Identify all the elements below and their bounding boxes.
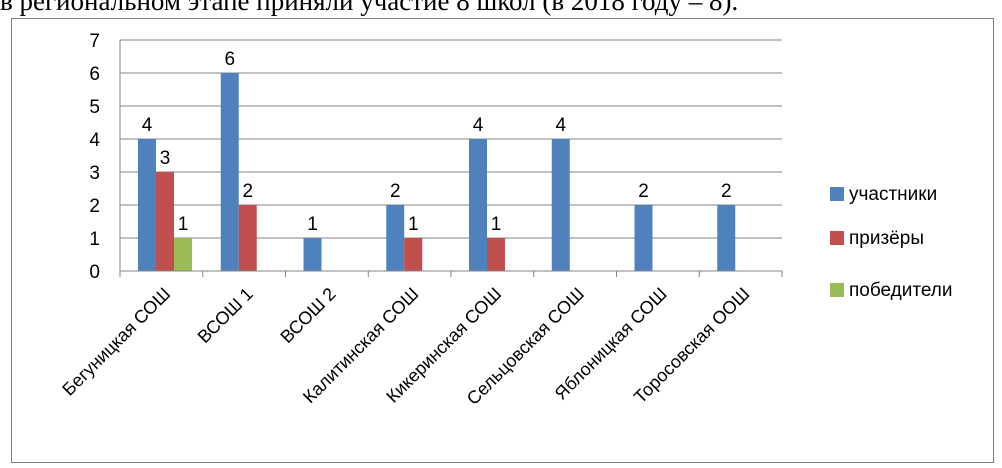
- legend-swatch-призёры: [830, 231, 844, 245]
- data-label: 1: [178, 214, 189, 235]
- y-tick-label: 0: [89, 262, 100, 283]
- bar-призёры: [487, 238, 505, 271]
- bar-участники: [303, 238, 322, 271]
- bar-участники: [469, 139, 487, 271]
- category-label: ВСОШ 2: [276, 284, 339, 347]
- legend-label: победители: [849, 280, 953, 301]
- bar-участники: [634, 205, 653, 271]
- data-label: 1: [408, 214, 419, 235]
- bar-участники: [220, 73, 239, 271]
- y-tick-label: 4: [89, 130, 100, 151]
- y-tick-label: 5: [89, 97, 100, 118]
- data-label: 2: [390, 181, 401, 202]
- data-label: 1: [491, 214, 502, 235]
- y-tick-label: 1: [89, 229, 100, 250]
- bar-победители: [174, 238, 192, 271]
- data-label: 2: [242, 181, 253, 202]
- bar-участники: [386, 205, 405, 271]
- bar-призёры: [156, 172, 174, 271]
- data-label: 3: [160, 148, 171, 169]
- bar-участники: [138, 139, 156, 271]
- data-label: 2: [721, 181, 732, 202]
- legend-swatch-участники: [830, 187, 844, 201]
- bar-участники: [551, 139, 570, 271]
- y-tick-label: 2: [89, 196, 100, 217]
- data-label: 4: [473, 115, 484, 136]
- y-tick-label: 7: [89, 31, 100, 52]
- data-label: 6: [224, 49, 235, 70]
- data-label: 2: [638, 181, 649, 202]
- data-label: 1: [307, 214, 318, 235]
- header-text: в региональном этапе приняли участие 8 ш…: [0, 0, 739, 16]
- bar-призёры: [404, 238, 423, 271]
- legend-swatch-победители: [830, 283, 844, 297]
- bar-призёры: [238, 205, 257, 271]
- data-label: 4: [142, 115, 153, 136]
- legend-label: призёры: [849, 228, 924, 249]
- legend-label: участники: [849, 184, 937, 205]
- data-label: 4: [555, 115, 566, 136]
- y-tick-label: 6: [89, 64, 100, 85]
- bar-участники: [717, 205, 736, 271]
- y-tick-label: 3: [89, 163, 100, 184]
- category-label: ВСОШ 1: [194, 284, 257, 347]
- category-label: Бегуницкая СОШ: [58, 284, 174, 400]
